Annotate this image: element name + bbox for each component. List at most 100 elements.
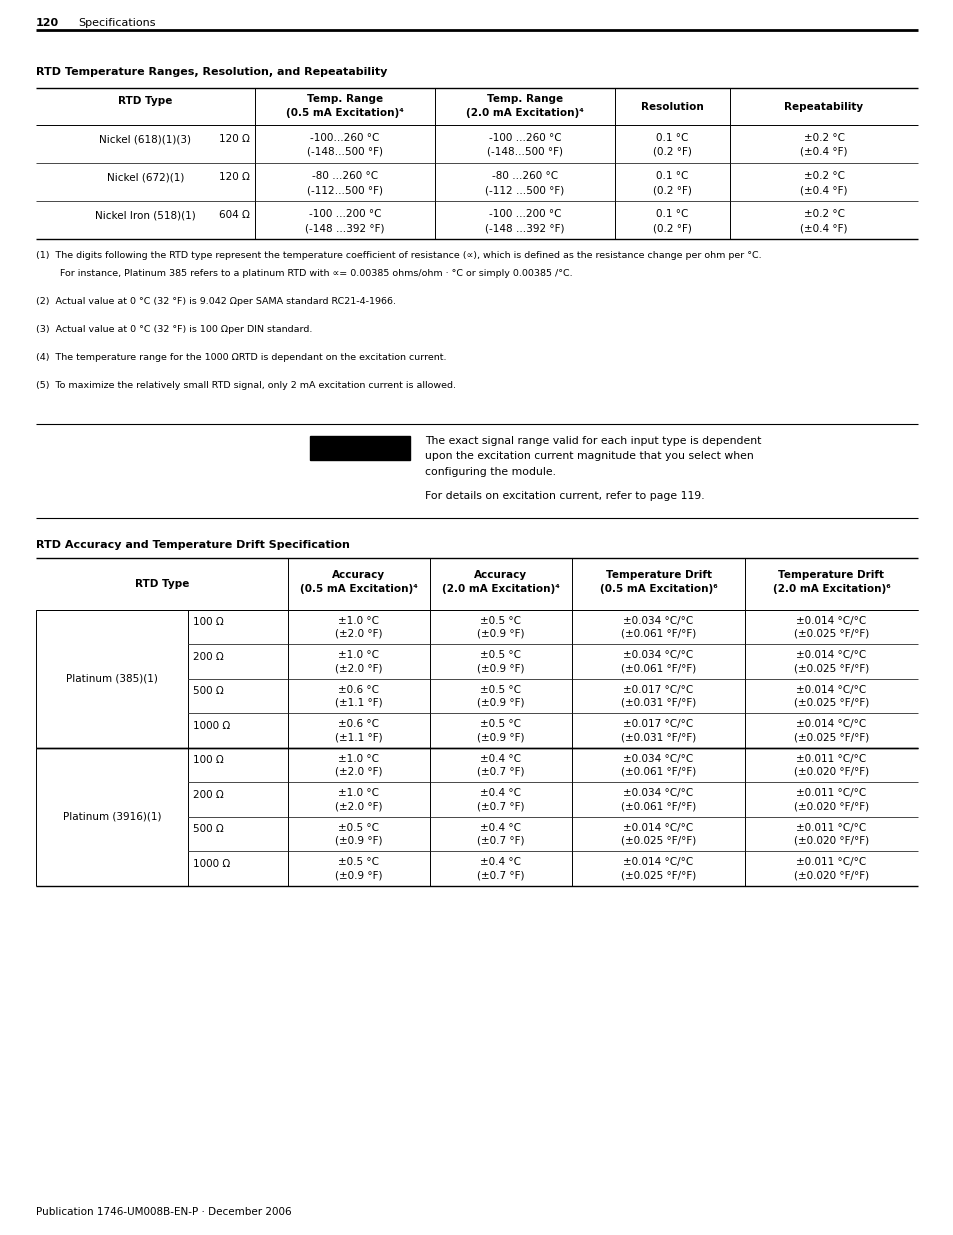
Text: (±1.1 °F): (±1.1 °F) [335,732,382,742]
Text: RTD Accuracy and Temperature Drift Specification: RTD Accuracy and Temperature Drift Speci… [36,540,350,550]
Text: -100…260 °C: -100…260 °C [310,133,379,143]
Text: (±0.061 °F/°F): (±0.061 °F/°F) [620,629,696,638]
Text: Temperature Drift: Temperature Drift [778,569,883,579]
Text: ±0.5 °C: ±0.5 °C [338,857,379,867]
Text: 120 Ω: 120 Ω [219,135,250,144]
Text: ±0.6 °C: ±0.6 °C [338,720,379,730]
Text: (±0.020 °F/°F): (±0.020 °F/°F) [793,871,868,881]
Text: Platinum (3916)(1): Platinum (3916)(1) [63,811,161,821]
Text: ±1.0 °C: ±1.0 °C [338,651,379,661]
Text: (-148 …392 °F): (-148 …392 °F) [305,224,384,233]
Text: (±0.025 °F/°F): (±0.025 °F/°F) [793,732,868,742]
Text: (2.0 mA Excitation)⁶: (2.0 mA Excitation)⁶ [772,584,889,594]
Text: (±2.0 °F): (±2.0 °F) [335,629,382,638]
Text: Resolution: Resolution [640,101,703,111]
Text: For instance, Platinum 385 refers to a platinum RTD with ∝= 0.00385 ohms/ohm · °: For instance, Platinum 385 refers to a p… [36,269,572,278]
Text: ±0.2 °C: ±0.2 °C [802,133,843,143]
Text: (±0.020 °F/°F): (±0.020 °F/°F) [793,836,868,846]
Text: For details on excitation current, refer to page 119.: For details on excitation current, refer… [424,490,704,500]
Text: (-112…500 °F): (-112…500 °F) [307,185,382,195]
Text: ±0.4 °C: ±0.4 °C [480,755,521,764]
Text: (±0.020 °F/°F): (±0.020 °F/°F) [793,767,868,777]
Text: ±0.4 °C: ±0.4 °C [480,788,521,799]
Text: (±0.031 °F/°F): (±0.031 °F/°F) [620,732,696,742]
Text: (±0.025 °F/°F): (±0.025 °F/°F) [620,836,696,846]
Text: (0.5 mA Excitation)⁶: (0.5 mA Excitation)⁶ [599,584,717,594]
Text: Publication 1746-UM008B-EN-P · December 2006: Publication 1746-UM008B-EN-P · December … [36,1207,292,1216]
Text: The exact signal range valid for each input type is dependent: The exact signal range valid for each in… [424,436,760,446]
Text: (±0.031 °F/°F): (±0.031 °F/°F) [620,698,696,708]
Text: (±0.9 °F): (±0.9 °F) [476,732,524,742]
Text: ±0.034 °C/°C: ±0.034 °C/°C [622,788,693,799]
Text: Platinum (385)(1): Platinum (385)(1) [66,674,158,684]
Text: ±0.5 °C: ±0.5 °C [480,616,521,626]
Text: (4)  The temperature range for the 1000 ΩRTD is dependant on the excitation curr: (4) The temperature range for the 1000 Ω… [36,353,446,362]
Text: ±0.5 °C: ±0.5 °C [480,651,521,661]
Text: ±1.0 °C: ±1.0 °C [338,788,379,799]
Text: (±0.7 °F): (±0.7 °F) [476,836,524,846]
Text: (±0.025 °F/°F): (±0.025 °F/°F) [793,663,868,673]
Text: (±2.0 °F): (±2.0 °F) [335,802,382,811]
Text: (±0.4 °F): (±0.4 °F) [800,147,847,157]
Text: ±0.011 °C/°C: ±0.011 °C/°C [796,857,865,867]
Text: Repeatability: Repeatability [783,101,862,111]
Text: ±0.4 °C: ±0.4 °C [480,823,521,832]
Text: -80 …260 °C: -80 …260 °C [312,170,377,182]
Text: 100 Ω: 100 Ω [193,756,224,766]
Text: ±0.034 °C/°C: ±0.034 °C/°C [622,755,693,764]
Text: (±0.9 °F): (±0.9 °F) [476,698,524,708]
Text: 0.1 °C: 0.1 °C [656,170,688,182]
Text: IMPORTANT: IMPORTANT [328,443,392,453]
Text: (1)  The digits following the RTD type represent the temperature coefficient of : (1) The digits following the RTD type re… [36,251,760,261]
Text: (±2.0 °F): (±2.0 °F) [335,767,382,777]
Text: (2)  Actual value at 0 °C (32 °F) is 9.042 Ωper SAMA standard RC21-4-1966.: (2) Actual value at 0 °C (32 °F) is 9.04… [36,296,395,306]
Text: ±0.011 °C/°C: ±0.011 °C/°C [796,788,865,799]
Text: (±0.7 °F): (±0.7 °F) [476,802,524,811]
Text: 1000 Ω: 1000 Ω [193,721,230,731]
Text: ±0.014 °C/°C: ±0.014 °C/°C [796,685,865,695]
Text: ±0.5 °C: ±0.5 °C [480,685,521,695]
Text: (-148…500 °F): (-148…500 °F) [307,147,382,157]
Text: (-148…500 °F): (-148…500 °F) [486,147,562,157]
Text: ±1.0 °C: ±1.0 °C [338,616,379,626]
Text: (±1.1 °F): (±1.1 °F) [335,698,382,708]
Text: 200 Ω: 200 Ω [193,790,224,800]
Text: (±0.061 °F/°F): (±0.061 °F/°F) [620,767,696,777]
Text: (-112 …500 °F): (-112 …500 °F) [485,185,564,195]
Text: (±0.020 °F/°F): (±0.020 °F/°F) [793,802,868,811]
Text: (±0.9 °F): (±0.9 °F) [476,629,524,638]
Text: (2.0 mA Excitation)⁴: (2.0 mA Excitation)⁴ [441,584,559,594]
Text: 120: 120 [36,19,59,28]
Text: Specifications: Specifications [78,19,155,28]
Text: (±0.025 °F/°F): (±0.025 °F/°F) [620,871,696,881]
Text: 604 Ω: 604 Ω [219,210,250,220]
Text: ±0.4 °C: ±0.4 °C [480,857,521,867]
Text: Nickel (672)(1): Nickel (672)(1) [107,172,184,182]
Text: 200 Ω: 200 Ω [193,652,224,662]
Text: 0.1 °C: 0.1 °C [656,133,688,143]
Text: ±0.034 °C/°C: ±0.034 °C/°C [622,651,693,661]
Text: (0.2 °F): (0.2 °F) [653,224,691,233]
Text: ±0.5 °C: ±0.5 °C [338,823,379,832]
Text: (±0.025 °F/°F): (±0.025 °F/°F) [793,629,868,638]
Text: 120 Ω: 120 Ω [219,172,250,182]
Text: (±0.061 °F/°F): (±0.061 °F/°F) [620,663,696,673]
Text: (0.2 °F): (0.2 °F) [653,147,691,157]
Text: RTD Temperature Ranges, Resolution, and Repeatability: RTD Temperature Ranges, Resolution, and … [36,67,387,77]
Text: ±0.014 °C/°C: ±0.014 °C/°C [622,823,693,832]
Text: ±1.0 °C: ±1.0 °C [338,755,379,764]
Text: Nickel Iron (518)(1): Nickel Iron (518)(1) [95,210,195,220]
Text: (±0.4 °F): (±0.4 °F) [800,224,847,233]
Text: ±0.017 °C/°C: ±0.017 °C/°C [622,720,693,730]
Text: (5)  To maximize the relatively small RTD signal, only 2 mA excitation current i: (5) To maximize the relatively small RTD… [36,382,456,390]
Text: 0.1 °C: 0.1 °C [656,209,688,219]
Text: Temp. Range: Temp. Range [486,94,562,104]
Text: (0.2 °F): (0.2 °F) [653,185,691,195]
Text: -100 …200 °C: -100 …200 °C [309,209,381,219]
Text: upon the excitation current magnitude that you select when: upon the excitation current magnitude th… [424,452,753,462]
Text: (±0.9 °F): (±0.9 °F) [335,836,382,846]
Text: ±0.017 °C/°C: ±0.017 °C/°C [622,685,693,695]
Text: ±0.011 °C/°C: ±0.011 °C/°C [796,823,865,832]
Text: Accuracy: Accuracy [474,569,527,579]
Text: ±0.014 °C/°C: ±0.014 °C/°C [796,616,865,626]
